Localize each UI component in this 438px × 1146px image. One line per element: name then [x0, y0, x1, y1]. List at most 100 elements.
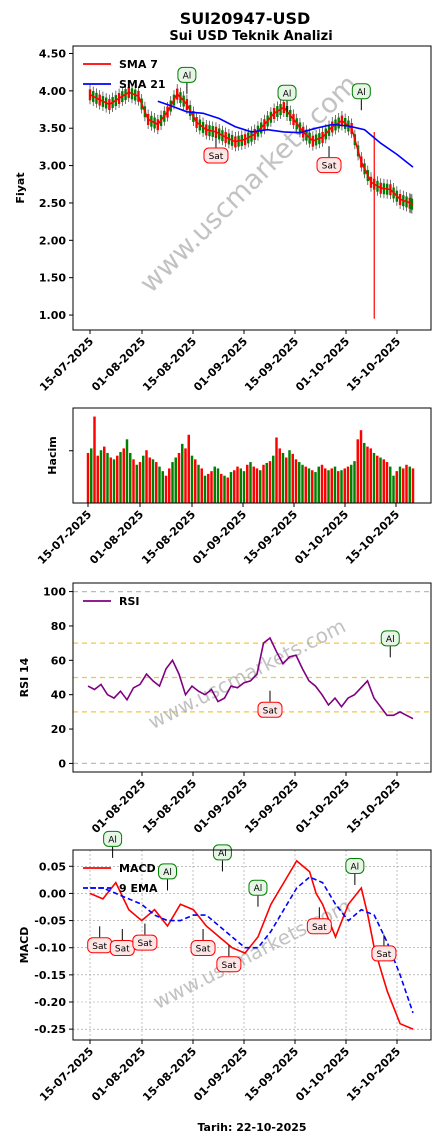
signal-annotation: Sat: [316, 146, 342, 174]
volume-bar: [285, 457, 288, 503]
y-tick-label: 40: [51, 689, 67, 702]
signal-annotation: Sat: [371, 934, 397, 962]
signal-badge: [345, 858, 365, 874]
signal-label-sell: Sat: [322, 162, 337, 172]
volume-bar: [116, 455, 119, 503]
signal-badge: [132, 934, 158, 951]
volume-bar: [187, 434, 190, 503]
y-axis-label: Fiyat: [14, 172, 27, 203]
y-tick-label: -0.20: [34, 996, 66, 1009]
legend-label: RSI: [119, 595, 140, 608]
volume-bar: [210, 471, 213, 503]
volume-bar: [252, 466, 255, 503]
volume-bar: [288, 450, 291, 503]
signal-label-buy: Al: [386, 635, 395, 645]
volume-bar: [236, 466, 239, 503]
x-tick-label: 01-08-2025: [87, 508, 146, 567]
signal-badge: [257, 701, 283, 718]
volume-bar: [278, 448, 281, 503]
y-tick-label: -0.05: [34, 915, 66, 928]
signal-badge: [212, 844, 232, 861]
volume-bar: [138, 462, 142, 503]
x-tick-label: 15-07-2025: [37, 1045, 96, 1104]
signal-badge: [203, 147, 229, 164]
volume-bar: [330, 468, 333, 503]
signal-annotation: Al: [212, 844, 232, 872]
signal-label-buy: Al: [357, 88, 366, 98]
legend-label: SMA 7: [119, 58, 158, 71]
volume-bar: [106, 452, 109, 503]
series-line-rsi-0: [87, 636, 414, 720]
y-axis-label: MACD: [18, 927, 31, 964]
y-tick-label: -0.25: [34, 1023, 66, 1036]
signal-annotation: Sat: [109, 929, 135, 956]
volume-bar: [93, 416, 96, 503]
x-tick-label: 15-07-2025: [35, 508, 94, 567]
x-tick-label: 15-07-2025: [37, 335, 96, 394]
volume-bar: [405, 464, 408, 503]
legend-label: 9 EMA: [119, 882, 158, 895]
y-tick-label: 3.50: [39, 122, 66, 135]
volume-bar: [145, 450, 148, 503]
volume-bar: [197, 464, 200, 503]
volume-bar: [369, 448, 372, 503]
volume-bar: [122, 448, 125, 503]
volume-bar: [203, 475, 207, 503]
volume-bar: [272, 455, 275, 503]
volume-bar: [246, 464, 249, 503]
figure-subtitle: Sui USD Teknik Analizi: [169, 29, 332, 44]
signal-label-sell: Sat: [377, 950, 392, 960]
volume-bar: [119, 452, 122, 503]
y-tick-label: -0.15: [34, 969, 66, 982]
volume-bar: [262, 464, 265, 503]
signal-badge: [306, 918, 332, 935]
y-tick-label: 20: [51, 723, 67, 736]
watermark: www.uscmarkets.com: [134, 69, 364, 299]
volume-bar: [96, 455, 99, 503]
volume-bar: [168, 468, 171, 503]
volume-bar: [333, 466, 337, 503]
volume-bar: [249, 462, 252, 503]
y-tick-label: -0.10: [34, 942, 66, 955]
volume-bar: [320, 464, 324, 503]
volume-bar: [200, 468, 203, 503]
signal-annotation: Al: [351, 83, 371, 111]
signal-annotation: Al: [345, 858, 365, 885]
signal-label-sell: Sat: [138, 939, 153, 949]
volume-bar: [337, 471, 340, 503]
volume-bar: [194, 459, 197, 503]
y-tick-label: 0.00: [39, 887, 66, 900]
volume-bar: [233, 470, 236, 503]
signal-label-buy: Al: [108, 835, 117, 845]
signal-badge: [177, 66, 197, 83]
volume-bar: [398, 466, 402, 503]
signal-annotation: Al: [103, 830, 123, 858]
signal-annotation: Al: [277, 84, 297, 112]
volume-bar: [372, 452, 376, 503]
y-axis-label: Hacim: [46, 436, 59, 474]
y-tick-label: 2.00: [39, 234, 66, 247]
y-tick-label: 0.05: [39, 860, 66, 873]
signal-label-sell: Sat: [263, 706, 278, 716]
volume-bar: [171, 462, 174, 503]
volume-bar: [317, 466, 320, 503]
signal-label-sell: Sat: [92, 942, 107, 952]
signal-label-buy: Al: [183, 71, 192, 81]
volume-bar: [291, 453, 294, 503]
y-tick-label: 3.00: [39, 160, 66, 173]
volume-bar: [239, 468, 242, 503]
volume-bar: [161, 471, 164, 503]
axes-frame: [72, 45, 432, 331]
y-tick-label: 1.50: [39, 272, 66, 285]
signal-label-sell: Sat: [115, 945, 130, 955]
volume-bar: [112, 459, 116, 503]
volume-bar: [359, 430, 363, 503]
volume-bar: [142, 455, 145, 503]
legend-label: MACD: [119, 862, 156, 875]
volume-bar: [164, 475, 168, 503]
x-tick-label: 15-10-2025: [343, 508, 402, 567]
volume-bar: [304, 466, 307, 503]
signal-label-sell: Sat: [196, 945, 211, 955]
volume-bar: [392, 475, 395, 503]
